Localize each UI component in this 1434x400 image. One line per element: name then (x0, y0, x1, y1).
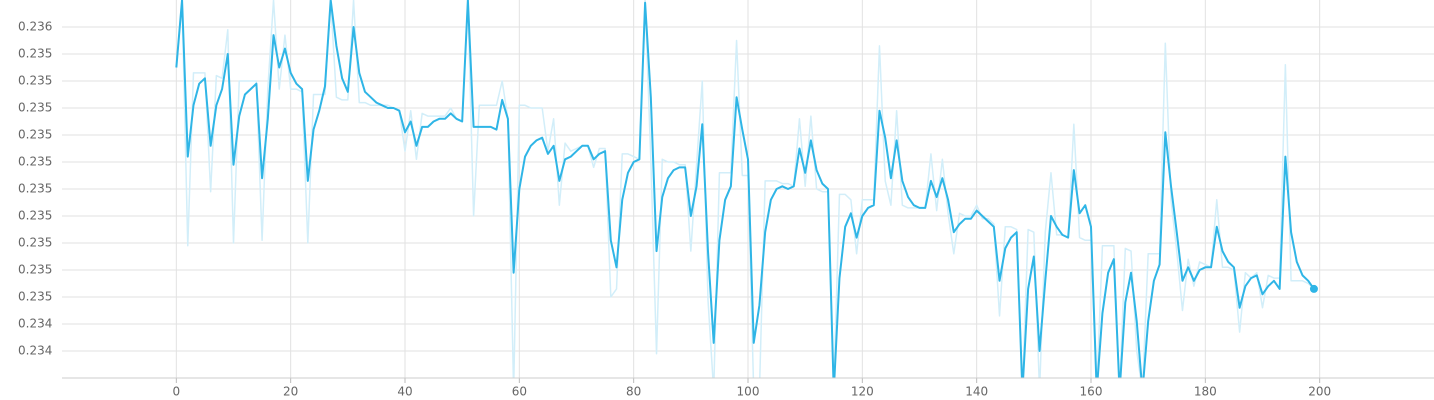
y-tick-label: 0.235 (18, 236, 52, 250)
y-tick-label: 0.235 (18, 290, 52, 304)
x-tick-label: 160 (1080, 385, 1103, 399)
y-tick-label: 0.235 (18, 128, 52, 142)
plot-area (175, 0, 1318, 378)
x-tick-label: 180 (1194, 385, 1217, 399)
y-tick-label: 0.235 (18, 101, 52, 115)
y-tick-label: 0.234 (18, 317, 52, 331)
y-tick-label: 0.235 (18, 263, 52, 277)
x-tick-label: 60 (512, 385, 527, 399)
x-tick-label: 0 (173, 385, 181, 399)
y-tick-label: 0.235 (18, 209, 52, 223)
series-line (175, 0, 1315, 378)
y-tick-label: 0.235 (18, 74, 52, 88)
x-tick-label: 100 (737, 385, 760, 399)
x-tick-label: 120 (851, 385, 874, 399)
x-tick-label: 40 (397, 385, 412, 399)
y-tick-label: 0.235 (18, 182, 52, 196)
last-point (1309, 284, 1318, 293)
x-tick-label: 200 (1308, 385, 1331, 399)
y-tick-label: 0.236 (18, 20, 52, 34)
x-tick-label: 80 (626, 385, 641, 399)
x-tick-label: 20 (283, 385, 298, 399)
series-line (175, 0, 1315, 378)
axes: 0.236 0.235 0.235 0.235 0.235 0.235 0.235 0.235… (18, 20, 1434, 399)
x-tick-label: 140 (965, 385, 988, 399)
y-tick-label: 0.234 (18, 344, 52, 358)
y-tick-label: 0.235 (18, 155, 52, 169)
y-tick-label: 0.235 (18, 47, 52, 61)
